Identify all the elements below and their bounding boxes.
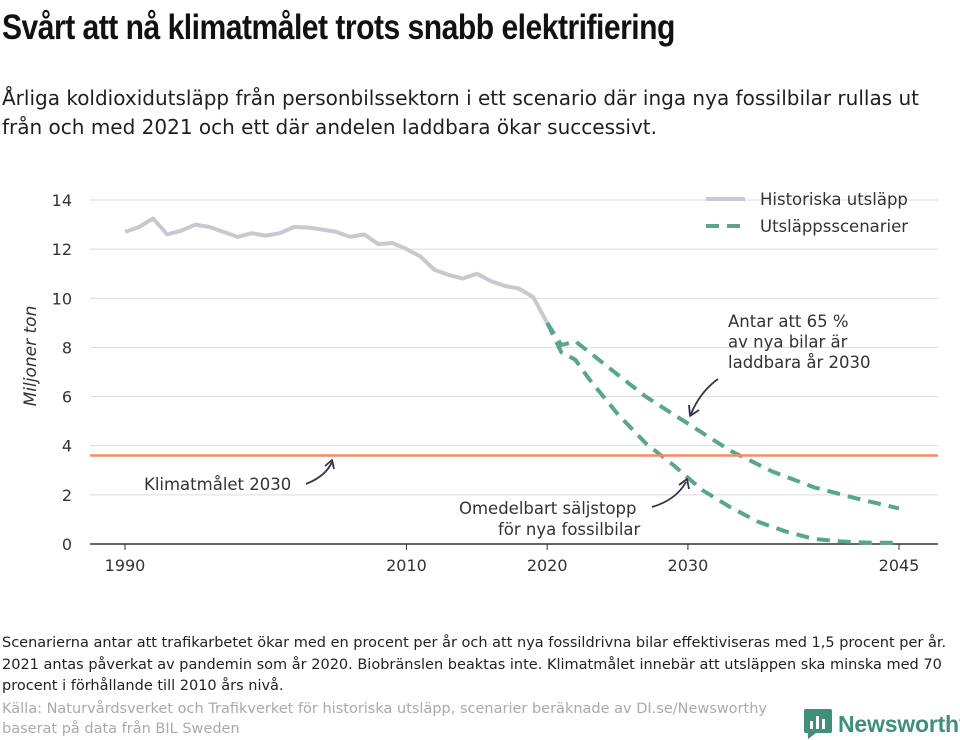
y-tick-label: 0 xyxy=(62,535,72,554)
y-tick-label: 6 xyxy=(62,388,72,407)
legend-label-historical: Historiska utsläpp xyxy=(760,190,908,209)
scenario-65-percent-line xyxy=(545,321,900,511)
y-tick-label: 4 xyxy=(62,437,72,456)
annotation-scenario-65-line: Antar att 65 % xyxy=(728,312,849,331)
arrow-sales-stop-head xyxy=(678,478,690,490)
y-tick-label: 12 xyxy=(52,240,72,259)
arrow-sales-stop xyxy=(651,481,687,508)
scenario-sales-stop-line xyxy=(545,322,899,545)
x-tick-label: 2030 xyxy=(668,556,709,575)
arrow-climate-target xyxy=(305,461,333,485)
y-tick-label: 2 xyxy=(62,486,72,505)
x-tick-label: 1990 xyxy=(105,556,146,575)
footnote: Scenarierna antar att trafikarbetet ökar… xyxy=(2,635,947,694)
brand-name: Newsworthy xyxy=(838,710,960,737)
line-chart: 0 2 4 6 8 10 12 14 1990 2010 2020 2030 2045 Miljoner … xyxy=(21,190,938,575)
arrow-scenario-65-head xyxy=(688,404,700,417)
arrow-scenario-65 xyxy=(690,378,719,415)
y-tick-label: 10 xyxy=(52,289,72,308)
annotation-scenario-65-line: laddbara år 2030 xyxy=(728,353,871,372)
grid-layer xyxy=(90,199,938,496)
x-tick-label: 2010 xyxy=(386,556,427,575)
source-note: Källa: Naturvårdsverket och Trafikverket… xyxy=(2,701,767,737)
y-tick-label: 14 xyxy=(52,191,72,210)
chart-subtitle: Årliga koldioxidutsläpp från personbilss… xyxy=(2,86,919,139)
historical-emissions-line xyxy=(124,216,549,324)
series-layer xyxy=(90,216,938,545)
y-axis-label: Miljoner ton xyxy=(21,306,41,407)
chart-title: Svårt att nå klimatmålet trots snabb ele… xyxy=(2,8,675,47)
annotation-scenario-65-line: av nya bilar är xyxy=(728,333,848,352)
annotation-sales-stop-line: för nya fossilbilar xyxy=(498,520,641,539)
brand-logo: Newsworthy xyxy=(804,708,960,740)
newsworthy-logo-icon xyxy=(804,709,832,739)
x-tick-label: 2020 xyxy=(527,556,568,575)
arrow-climate-target-head xyxy=(324,459,335,470)
annotation-climate-target: Klimatmålet 2030 xyxy=(144,475,291,494)
legend: Historiska utsläpp Utsläppsscenarier xyxy=(706,190,908,236)
axis-layer: 0 2 4 6 8 10 12 14 1990 2010 2020 2030 2045 Miljoner … xyxy=(21,191,938,575)
annotations: Klimatmålet 2030 Antar att 65 % av nya bi… xyxy=(144,312,871,539)
y-tick-label: 8 xyxy=(62,338,72,357)
legend-label-scenario: Utsläppsscenarier xyxy=(760,217,908,236)
x-tick-label: 2045 xyxy=(879,556,920,575)
annotation-sales-stop-line: Omedelbart säljstopp xyxy=(459,499,637,518)
